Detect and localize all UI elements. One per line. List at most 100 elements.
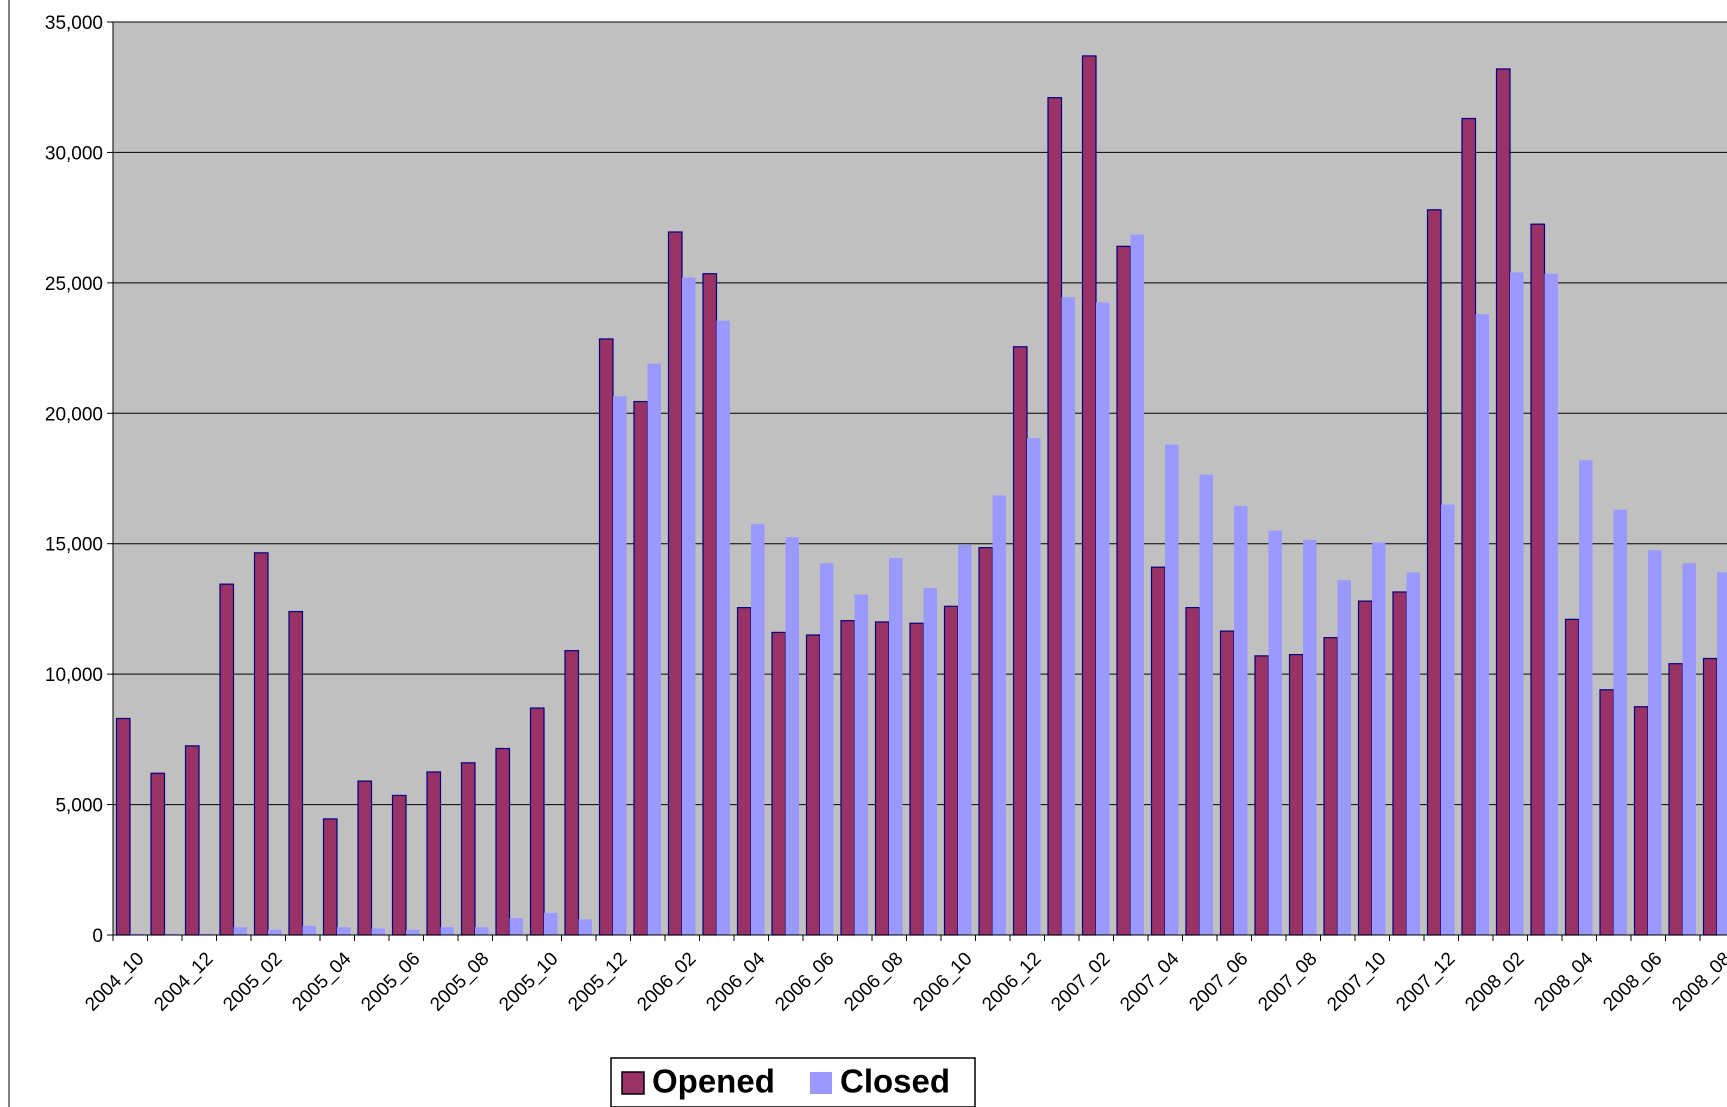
bar: [1219, 630, 1235, 936]
x-tick-label: 2007_02: [1047, 948, 1114, 1015]
x-tick-label: 2007_06: [1185, 948, 1252, 1015]
bar: [1199, 474, 1213, 935]
bar: [184, 745, 200, 936]
bar: [509, 918, 523, 935]
bar: [406, 929, 420, 935]
x-tick-label: 2004_10: [81, 948, 148, 1015]
x-tick-label: 2006_02: [633, 948, 700, 1015]
bar: [357, 780, 373, 936]
bar: [115, 717, 131, 936]
x-tick-label: 2006_10: [909, 948, 976, 1015]
bar: [164, 933, 178, 935]
bar: [1096, 302, 1110, 936]
bar: [544, 912, 558, 935]
bar: [716, 320, 730, 936]
x-tick-label: 2005_02: [219, 948, 286, 1015]
bar: [840, 620, 856, 936]
legend-label: Opened: [652, 1063, 775, 1100]
bar: [1012, 346, 1028, 936]
bar: [682, 277, 696, 935]
bar: [1648, 550, 1662, 935]
bar: [475, 927, 489, 935]
y-tick-label: 25,000: [45, 274, 103, 295]
bar: [598, 338, 614, 936]
bar: [1150, 566, 1166, 936]
bar: [1495, 68, 1511, 936]
bar: [130, 933, 144, 935]
bar: [854, 594, 868, 935]
x-tick-label: 2005_08: [426, 948, 493, 1015]
bar: [1081, 55, 1097, 936]
bar: [426, 771, 442, 936]
bar: [371, 928, 385, 935]
x-tick-label: 2005_12: [564, 948, 631, 1015]
y-tick-label: 20,000: [45, 404, 103, 425]
bar: [771, 631, 787, 936]
bar: [1633, 706, 1649, 936]
x-tick-label: 2006_04: [702, 948, 769, 1015]
x-tick-label: 2004_12: [150, 948, 217, 1015]
bar: [613, 396, 627, 936]
bar: [1579, 460, 1593, 935]
bar: [1544, 273, 1558, 935]
x-tick-label: 2008_08: [1668, 948, 1727, 1015]
bar: [1372, 542, 1386, 935]
bar: [1599, 689, 1615, 936]
bar: [805, 634, 821, 936]
bar: [889, 558, 903, 935]
bar: [1702, 657, 1718, 936]
bar: [1288, 653, 1304, 936]
x-tick-label: 2007_04: [1116, 948, 1183, 1015]
x-tick-label: 2008_06: [1599, 948, 1666, 1015]
legend-swatch: [810, 1072, 832, 1094]
bar: [751, 524, 765, 935]
x-tick-label: 2007_12: [1392, 948, 1459, 1015]
bar: [1268, 530, 1282, 935]
bar: [1303, 539, 1317, 935]
bar: [1510, 272, 1524, 935]
bar: [219, 583, 235, 936]
bar: [1027, 438, 1041, 935]
bar: [1234, 505, 1248, 935]
x-tick-label: 2005_06: [357, 948, 424, 1015]
bar: [460, 762, 476, 936]
x-tick-label: 2005_10: [495, 948, 562, 1015]
bar: [288, 610, 304, 936]
bar: [736, 607, 752, 936]
y-tick-label: 5,000: [55, 796, 103, 817]
x-tick-label: 2008_04: [1530, 948, 1597, 1015]
bar: [1426, 209, 1442, 936]
bar: [199, 933, 213, 935]
legend-swatch: [621, 1071, 645, 1095]
bar: [1717, 572, 1727, 935]
bar: [978, 547, 994, 936]
bar: [1668, 663, 1684, 936]
bar: [268, 929, 282, 935]
bar: [233, 927, 247, 935]
bar: [1392, 591, 1408, 936]
x-tick-label: 2006_12: [978, 948, 1045, 1015]
legend-label: Closed: [840, 1063, 950, 1100]
bar: [1337, 580, 1351, 935]
bar: [633, 400, 649, 936]
bar: [958, 545, 972, 935]
bar: [391, 794, 407, 936]
bar: [1530, 223, 1546, 936]
bar: [647, 363, 661, 935]
bar: [1130, 234, 1144, 935]
bar: [1165, 444, 1179, 935]
x-tick-label: 2005_04: [288, 948, 355, 1015]
y-tick-label: 10,000: [45, 665, 103, 686]
legend-box: [610, 1057, 976, 1107]
bar: [702, 273, 718, 936]
bar: [874, 621, 890, 936]
bar: [1323, 637, 1339, 936]
bar: [1061, 297, 1075, 935]
bar: [820, 563, 834, 935]
y-tick-label: 0: [92, 926, 103, 947]
bar: [667, 231, 683, 936]
bar: [495, 747, 511, 936]
bar: [992, 495, 1006, 935]
bar: [1441, 504, 1455, 935]
